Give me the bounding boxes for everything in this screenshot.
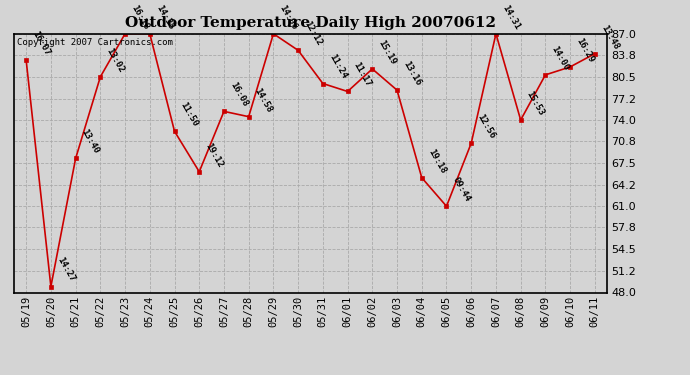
Text: 12:56: 12:56 [475, 112, 497, 141]
Text: 14:35: 14:35 [154, 3, 175, 31]
Text: 15:19: 15:19 [377, 38, 397, 66]
Text: 14:31: 14:31 [500, 3, 522, 31]
Text: 16:29: 16:29 [574, 36, 595, 64]
Text: 16:18: 16:18 [129, 3, 150, 31]
Text: 13:48: 13:48 [599, 23, 620, 51]
Text: 19:12: 19:12 [204, 141, 225, 169]
Text: 16:08: 16:08 [228, 81, 249, 109]
Text: 13:40: 13:40 [80, 128, 101, 156]
Text: Copyright 2007 Cartronics.com: Copyright 2007 Cartronics.com [17, 38, 172, 46]
Text: 09:44: 09:44 [451, 176, 472, 204]
Text: 14:58: 14:58 [253, 86, 274, 114]
Text: 11:50: 11:50 [179, 101, 200, 129]
Text: 14:27: 14:27 [55, 256, 77, 284]
Text: 14:06: 14:06 [277, 3, 299, 31]
Text: 15:53: 15:53 [525, 90, 546, 117]
Text: 11:17: 11:17 [352, 61, 373, 89]
Text: 12:12: 12:12 [302, 20, 324, 48]
Text: 13:16: 13:16 [401, 60, 422, 87]
Text: 16:07: 16:07 [30, 30, 52, 57]
Text: 14:00: 14:00 [549, 44, 571, 72]
Text: 11:24: 11:24 [327, 53, 348, 81]
Title: Outdoor Temperature Daily High 20070612: Outdoor Temperature Daily High 20070612 [125, 16, 496, 30]
Text: 13:02: 13:02 [104, 46, 126, 74]
Text: 19:18: 19:18 [426, 147, 447, 175]
